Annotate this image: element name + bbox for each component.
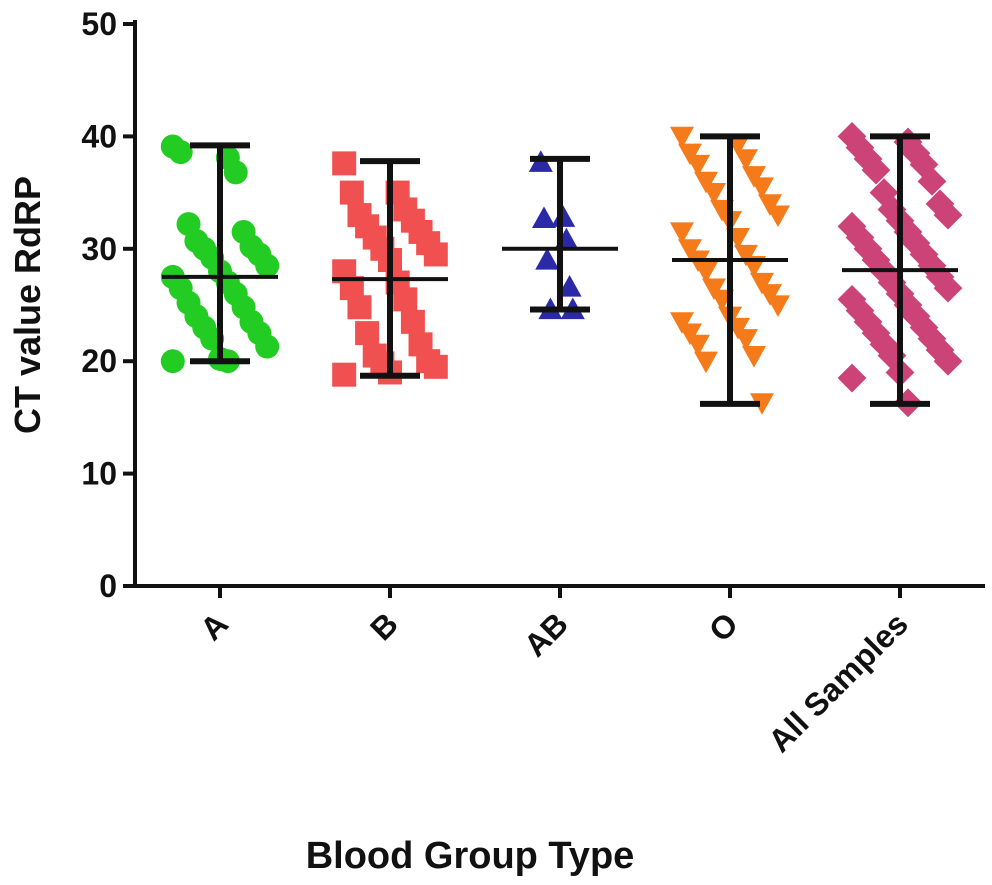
x-tick-label: A — [193, 605, 235, 647]
point — [332, 362, 357, 387]
point — [861, 155, 891, 185]
point — [702, 278, 726, 301]
point — [845, 296, 875, 326]
x-tick-label: AB — [517, 605, 575, 663]
point — [750, 177, 774, 199]
point — [678, 323, 702, 346]
point — [168, 140, 193, 165]
y-tick-label: 20 — [81, 343, 117, 379]
point — [400, 309, 425, 334]
point — [758, 194, 782, 216]
y-tick-label: 10 — [81, 456, 117, 492]
point — [925, 189, 955, 219]
point — [686, 334, 710, 357]
point — [845, 223, 875, 252]
point — [694, 261, 718, 284]
point — [837, 122, 867, 151]
x-tick-label: All Samples — [761, 605, 915, 759]
point — [694, 351, 718, 374]
point — [557, 275, 582, 297]
point — [917, 166, 947, 196]
point — [670, 126, 694, 149]
point — [355, 321, 380, 346]
point — [758, 284, 782, 306]
point — [933, 346, 963, 376]
point — [393, 287, 418, 312]
y-tick-label: 0 — [99, 568, 117, 604]
x-tick-label: O — [702, 605, 745, 648]
y-tick-label: 50 — [81, 6, 117, 42]
point — [160, 349, 185, 374]
point — [750, 272, 774, 295]
x-tick-label: B — [363, 605, 405, 647]
point — [339, 180, 364, 205]
point — [423, 242, 448, 267]
point — [734, 329, 758, 351]
point — [678, 239, 702, 261]
point — [551, 205, 576, 227]
point — [837, 284, 867, 314]
point — [766, 205, 790, 228]
point — [742, 345, 766, 368]
point — [332, 151, 357, 176]
point — [901, 138, 931, 168]
point — [893, 290, 923, 320]
point — [423, 354, 448, 379]
point — [837, 363, 867, 393]
y-tick-label: 40 — [81, 118, 117, 154]
point — [678, 143, 702, 166]
point — [255, 334, 280, 359]
point — [670, 222, 694, 244]
point — [223, 160, 248, 185]
y-tick-label: 30 — [81, 231, 117, 267]
point — [532, 206, 556, 229]
point — [933, 273, 963, 303]
point — [742, 166, 766, 188]
point — [702, 183, 726, 205]
point — [347, 295, 372, 320]
point — [734, 244, 758, 267]
point — [766, 295, 790, 317]
point — [255, 253, 280, 278]
point — [750, 393, 774, 415]
point — [670, 312, 694, 334]
point — [933, 200, 963, 230]
point — [535, 248, 560, 270]
y-axis-title: CT value RdRP — [7, 176, 48, 434]
point — [686, 154, 710, 177]
x-axis-title: Blood Group Type — [306, 835, 635, 877]
point — [734, 149, 758, 171]
point — [694, 171, 718, 194]
